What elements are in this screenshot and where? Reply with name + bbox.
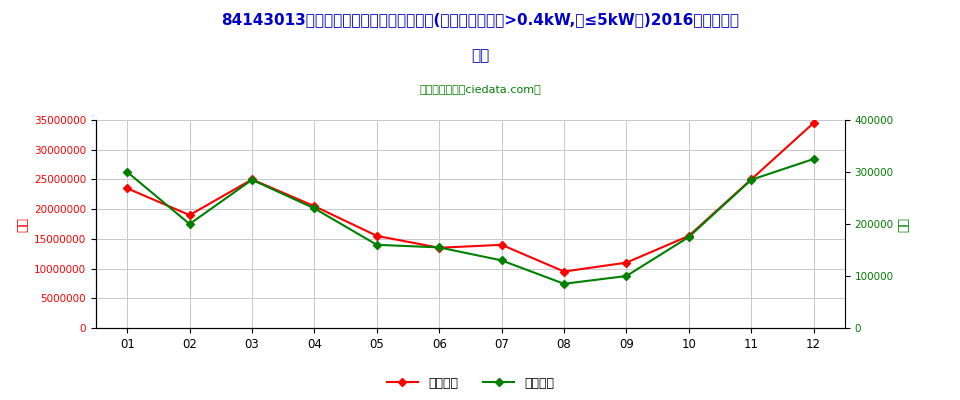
进口美元 (683, 234, 694, 238)
Text: 进出口服务网（ciedata.com）: 进出口服务网（ciedata.com） (420, 84, 540, 94)
进口数量 (433, 245, 444, 250)
进口数量 (121, 170, 132, 174)
进口美元 (308, 204, 320, 208)
进口美元 (559, 269, 570, 274)
进口美元 (246, 177, 257, 182)
进口数量 (495, 258, 507, 263)
Line: 进口数量: 进口数量 (125, 156, 816, 286)
进口数量 (559, 282, 570, 286)
进口美元 (183, 213, 195, 218)
进口数量 (183, 222, 195, 226)
进口美元 (433, 245, 444, 250)
进口美元 (807, 120, 819, 125)
Y-axis label: 金额: 金额 (17, 216, 30, 232)
进口美元 (371, 234, 382, 238)
进口美元 (620, 260, 632, 265)
进口数量 (745, 177, 756, 182)
Legend: 进口美元, 进口数量: 进口美元, 进口数量 (382, 372, 559, 395)
Text: 84143013小型电动机驱动空调器用压缩机(电动机额定功率>0.4kW,但≤5kW的)2016年进口月度: 84143013小型电动机驱动空调器用压缩机(电动机额定功率>0.4kW,但≤5… (221, 12, 739, 27)
进口数量 (246, 177, 257, 182)
进口数量 (371, 242, 382, 247)
进口美元 (121, 186, 132, 191)
进口美元 (495, 242, 507, 247)
进口数量 (620, 274, 632, 278)
进口数量 (308, 206, 320, 211)
进口美元 (745, 177, 756, 182)
Line: 进口美元: 进口美元 (125, 120, 816, 274)
Y-axis label: 数量: 数量 (898, 216, 911, 232)
Text: 走势: 走势 (470, 48, 490, 63)
进口数量 (683, 234, 694, 239)
进口数量 (807, 156, 819, 161)
